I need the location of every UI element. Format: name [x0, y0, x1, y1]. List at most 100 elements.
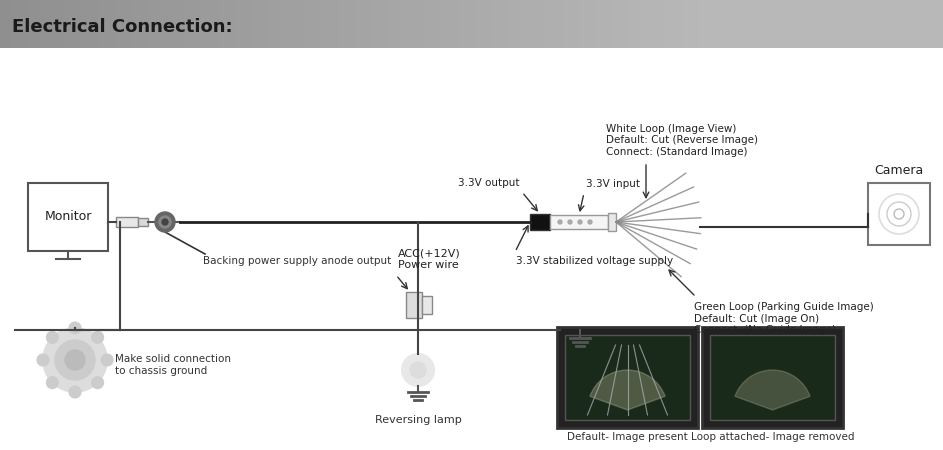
- Bar: [30, 0, 31, 48]
- Bar: [754, 0, 755, 48]
- Bar: [763, 0, 764, 48]
- Bar: [203, 0, 204, 48]
- Bar: [572, 0, 573, 48]
- Bar: [316, 0, 317, 48]
- Bar: [446, 0, 447, 48]
- Circle shape: [46, 377, 58, 389]
- Bar: [550, 0, 551, 48]
- Bar: [89, 0, 90, 48]
- Bar: [804, 0, 805, 48]
- Bar: [178, 0, 179, 48]
- Bar: [212, 0, 213, 48]
- Bar: [204, 0, 205, 48]
- Circle shape: [558, 220, 562, 224]
- Bar: [93, 0, 94, 48]
- Bar: [828, 0, 829, 48]
- Bar: [497, 0, 498, 48]
- Bar: [247, 0, 248, 48]
- Bar: [184, 0, 185, 48]
- Bar: [305, 0, 306, 48]
- Bar: [758, 0, 759, 48]
- Bar: [138, 0, 139, 48]
- Bar: [879, 0, 880, 48]
- Bar: [880, 0, 881, 48]
- Bar: [131, 0, 132, 48]
- Bar: [171, 0, 172, 48]
- Bar: [473, 0, 474, 48]
- Bar: [90, 0, 91, 48]
- Bar: [320, 0, 321, 48]
- Bar: [476, 0, 477, 48]
- Bar: [308, 0, 309, 48]
- Bar: [101, 0, 102, 48]
- Bar: [887, 0, 888, 48]
- Circle shape: [410, 362, 426, 378]
- Bar: [846, 0, 847, 48]
- Bar: [435, 0, 436, 48]
- Bar: [408, 0, 409, 48]
- Bar: [587, 0, 588, 48]
- Bar: [75, 0, 76, 48]
- Bar: [272, 0, 273, 48]
- Bar: [121, 0, 122, 48]
- Bar: [594, 0, 595, 48]
- Bar: [586, 0, 587, 48]
- Bar: [939, 0, 940, 48]
- Bar: [481, 0, 482, 48]
- Circle shape: [37, 354, 49, 366]
- Bar: [237, 0, 238, 48]
- Bar: [697, 0, 698, 48]
- Bar: [275, 0, 276, 48]
- Bar: [756, 0, 757, 48]
- Bar: [438, 0, 439, 48]
- Bar: [67, 0, 68, 48]
- Bar: [676, 0, 677, 48]
- Bar: [128, 0, 129, 48]
- Bar: [426, 0, 427, 48]
- Bar: [600, 0, 601, 48]
- Bar: [353, 0, 354, 48]
- Bar: [563, 0, 564, 48]
- Bar: [250, 0, 251, 48]
- Bar: [187, 0, 188, 48]
- Bar: [180, 0, 181, 48]
- Bar: [24, 0, 25, 48]
- Bar: [628, 0, 629, 48]
- Bar: [679, 0, 680, 48]
- Bar: [220, 0, 221, 48]
- Bar: [532, 0, 533, 48]
- Bar: [406, 292, 422, 318]
- Bar: [336, 0, 337, 48]
- Bar: [32, 0, 33, 48]
- Bar: [493, 0, 494, 48]
- Bar: [45, 0, 46, 48]
- Bar: [84, 0, 85, 48]
- Bar: [541, 0, 542, 48]
- Bar: [422, 0, 423, 48]
- Bar: [217, 0, 218, 48]
- Bar: [748, 0, 749, 48]
- Bar: [495, 0, 496, 48]
- Bar: [208, 0, 209, 48]
- Bar: [673, 0, 674, 48]
- Bar: [291, 0, 292, 48]
- Bar: [615, 0, 616, 48]
- Bar: [588, 0, 589, 48]
- Bar: [530, 214, 550, 230]
- Bar: [722, 0, 723, 48]
- Bar: [751, 0, 752, 48]
- Circle shape: [65, 350, 85, 370]
- Bar: [186, 0, 187, 48]
- Bar: [368, 0, 369, 48]
- Bar: [265, 0, 266, 48]
- Bar: [665, 0, 666, 48]
- Bar: [906, 0, 907, 48]
- Bar: [885, 0, 886, 48]
- Bar: [177, 0, 178, 48]
- Text: Reversing lamp: Reversing lamp: [374, 415, 461, 425]
- Bar: [614, 0, 615, 48]
- Bar: [568, 0, 569, 48]
- Bar: [92, 0, 93, 48]
- Bar: [424, 0, 425, 48]
- Bar: [819, 0, 820, 48]
